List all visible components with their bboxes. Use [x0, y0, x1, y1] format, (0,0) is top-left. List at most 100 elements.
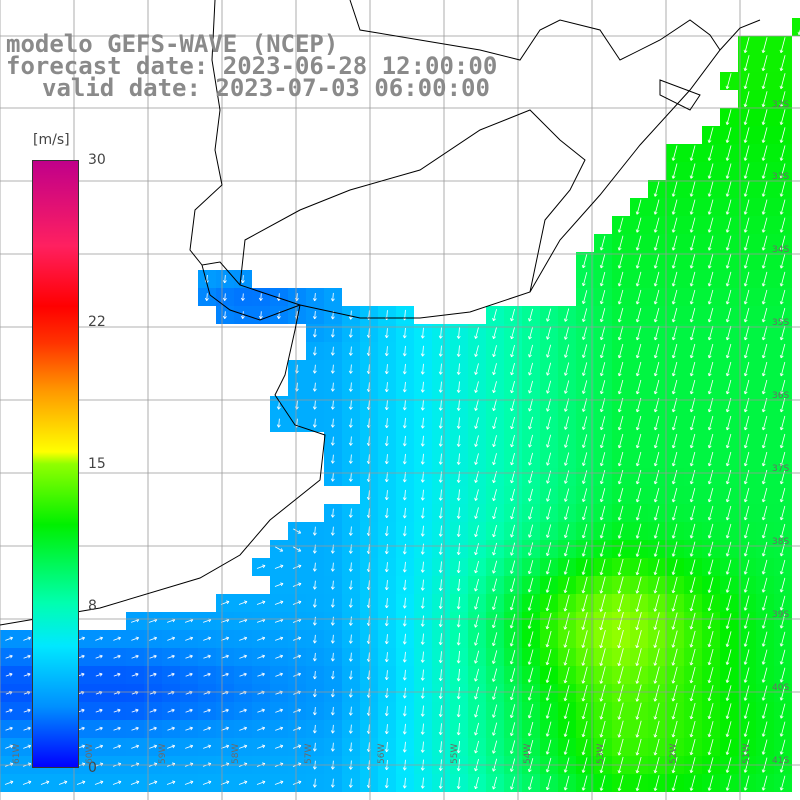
longitude-label: 58W: [231, 743, 241, 764]
wind-arrow: [348, 418, 353, 428]
wind-arrow: [707, 649, 714, 666]
wind-arrow: [581, 684, 588, 702]
wind-arrow: [492, 453, 497, 466]
wind-arrow: [402, 345, 407, 357]
wind-arrow: [131, 744, 140, 749]
wind-arrow: [581, 380, 588, 394]
wind-arrow: [113, 636, 121, 641]
wind-arrow: [689, 433, 696, 449]
wind-arrow: [635, 541, 642, 557]
wind-arrow: [779, 73, 786, 90]
wind-arrow: [779, 289, 786, 305]
wind-arrow: [761, 775, 768, 791]
wind-arrow: [761, 451, 768, 467]
wind-arrow: [275, 636, 284, 641]
wind-arrow: [653, 612, 660, 630]
wind-arrow: [95, 672, 103, 677]
wind-arrow: [474, 578, 480, 592]
wind-arrow: [617, 289, 624, 305]
wind-arrow: [456, 650, 461, 664]
wind-arrow: [456, 489, 461, 501]
wind-arrow: [725, 325, 732, 341]
wind-arrow: [474, 327, 479, 339]
wind-arrow: [456, 543, 461, 555]
wind-arrow: [384, 580, 389, 591]
wind-arrow: [707, 685, 714, 702]
wind-arrow: [545, 649, 552, 666]
wind-arrow: [330, 382, 335, 392]
wind-arrow: [438, 669, 443, 681]
wind-arrow: [761, 361, 768, 377]
wind-arrow: [725, 451, 732, 467]
wind-arrow: [509, 704, 516, 719]
wind-arrow: [113, 726, 121, 731]
wind-arrow: [5, 744, 14, 749]
wind-arrow: [653, 684, 660, 702]
wind-arrow: [635, 451, 642, 467]
colorbar-unit: [m/s]: [33, 132, 70, 148]
wind-arrow: [528, 434, 534, 448]
wind-arrow: [5, 654, 13, 659]
wind-arrow: [707, 379, 714, 395]
wind-arrow: [707, 235, 714, 251]
wind-arrow: [563, 594, 570, 612]
wind-arrow: [528, 344, 534, 358]
wind-arrow: [527, 685, 534, 701]
wind-arrow: [761, 631, 768, 647]
wind-arrow: [528, 506, 534, 520]
wind-arrow: [671, 505, 678, 521]
wind-arrow: [707, 253, 714, 269]
wind-arrow: [474, 399, 479, 411]
wind-arrow: [563, 703, 570, 719]
wind-arrow: [185, 726, 193, 731]
wind-arrow: [689, 181, 696, 197]
wind-arrow: [510, 488, 515, 502]
wind-arrow: [402, 399, 407, 411]
wind-arrow: [725, 217, 732, 233]
wind-arrow: [292, 564, 302, 569]
wind-arrow: [510, 506, 516, 520]
wind-arrow: [779, 631, 786, 647]
wind-arrow: [330, 580, 335, 590]
wind-arrow: [653, 469, 660, 485]
wind-arrow: [23, 672, 31, 677]
wind-arrow: [689, 289, 696, 305]
wind-arrow: [528, 416, 534, 430]
wind-arrow: [240, 293, 245, 301]
wind-arrow: [510, 452, 515, 466]
wind-arrow: [617, 666, 624, 684]
wind-arrow: [635, 720, 642, 738]
wind-arrow: [23, 744, 32, 749]
wind-arrow: [707, 775, 714, 791]
wind-arrow: [257, 726, 266, 731]
latitude-label: 38S: [772, 537, 790, 547]
wind-arrow: [239, 654, 247, 659]
wind-arrow: [149, 744, 158, 749]
wind-arrow: [761, 739, 768, 755]
wind-arrow: [617, 684, 624, 702]
wind-arrow: [581, 506, 588, 521]
wind-arrow: [402, 615, 407, 627]
wind-arrow: [402, 471, 407, 483]
wind-arrow: [653, 415, 660, 431]
wind-arrow: [185, 672, 193, 677]
wind-arrow: [492, 345, 497, 358]
wind-arrow: [402, 489, 407, 501]
wind-arrow: [635, 684, 642, 702]
wind-arrow: [779, 505, 786, 521]
wind-arrow: [635, 289, 642, 305]
wind-arrow: [671, 541, 678, 557]
wind-arrow: [474, 560, 479, 574]
wind-arrow: [256, 564, 266, 569]
wind-arrow: [492, 327, 497, 340]
wind-arrow: [420, 507, 425, 519]
wind-arrow: [689, 469, 696, 485]
wind-arrow: [292, 744, 302, 749]
wind-arrow: [707, 145, 714, 161]
wind-arrow: [438, 651, 443, 663]
wind-arrow: [474, 363, 479, 375]
wind-arrow: [240, 275, 245, 284]
wind-arrow: [185, 744, 194, 749]
wind-arrow: [221, 672, 229, 677]
wind-arrow: [330, 778, 335, 788]
